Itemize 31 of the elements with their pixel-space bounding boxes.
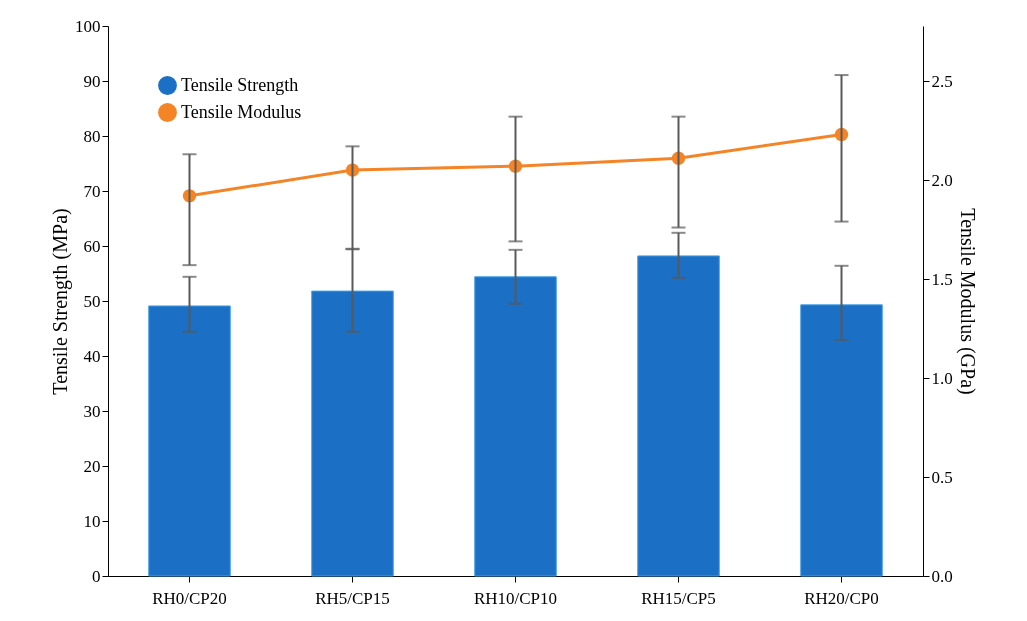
y2-tick-label: 2.5 [931,71,953,91]
y-tick-label: 50 [83,291,101,311]
y2-tick-label: 2.0 [931,170,953,190]
bar [474,276,557,577]
y-tick-label: 90 [83,71,101,91]
y-tick-label: 100 [75,16,101,36]
y2-tick-label: 1.5 [931,269,953,289]
y2-tick-label: 0.5 [931,467,953,487]
y2-axis-title: Tensile Modulus (GPa) [955,208,979,395]
y-tick-label: 80 [83,126,101,146]
x-tick-label: RH15/CP5 [641,588,716,608]
y2-tick-label: 0.0 [931,566,953,586]
y-tick-label: 40 [83,346,101,366]
legend-label: Tensile Strength [181,74,299,95]
y2-tick-label: 1.0 [931,368,953,388]
bar [311,290,394,577]
y-tick-label: 20 [83,456,101,476]
x-tick-label: RH20/CP0 [804,588,879,608]
bar [148,305,231,577]
y-tick-label: 10 [83,511,101,531]
y-axis-title: Tensile Strength (MPa) [49,208,72,395]
x-tick-label: RH0/CP20 [152,588,227,608]
x-tick-label: RH5/CP15 [315,588,390,608]
y-tick-label: 70 [83,181,101,201]
bar [637,255,720,577]
y-tick-label: 0 [92,566,101,586]
y-tick-label: 60 [83,236,101,256]
bar [800,304,883,577]
y-tick-label: 30 [83,401,101,421]
legend-label: Tensile Modulus [181,101,302,122]
x-tick-label: RH10/CP10 [473,588,558,608]
